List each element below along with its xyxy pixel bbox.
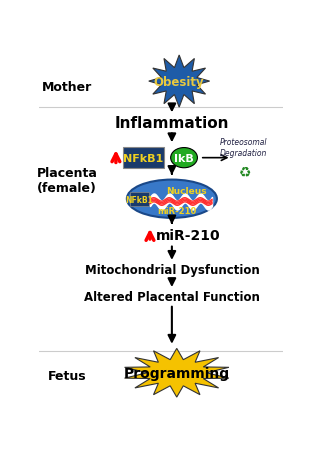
Ellipse shape <box>127 180 217 218</box>
Text: Mitochondrial Dysfunction: Mitochondrial Dysfunction <box>84 264 259 276</box>
Text: Programming: Programming <box>124 366 230 380</box>
Text: Proteosomal
Degradation: Proteosomal Degradation <box>220 138 268 158</box>
Text: Mother: Mother <box>42 81 92 94</box>
Text: NFkB1: NFkB1 <box>123 153 163 163</box>
Text: NFkB1: NFkB1 <box>126 195 154 204</box>
Polygon shape <box>125 349 229 397</box>
Text: Obesity: Obesity <box>154 75 204 88</box>
Text: ♻: ♻ <box>239 166 251 180</box>
Polygon shape <box>149 56 210 108</box>
Text: Fetus: Fetus <box>48 369 87 382</box>
Text: miR-210: miR-210 <box>156 228 221 242</box>
Text: IkB: IkB <box>174 153 194 163</box>
Text: Altered Placental Function: Altered Placental Function <box>84 291 260 304</box>
Text: Nucleus: Nucleus <box>166 186 207 195</box>
Text: Inflammation: Inflammation <box>115 116 229 131</box>
Text: miR-210: miR-210 <box>157 207 196 216</box>
FancyBboxPatch shape <box>123 147 164 169</box>
FancyBboxPatch shape <box>130 193 149 206</box>
Text: Placenta
(female): Placenta (female) <box>37 167 98 195</box>
Ellipse shape <box>171 148 198 168</box>
